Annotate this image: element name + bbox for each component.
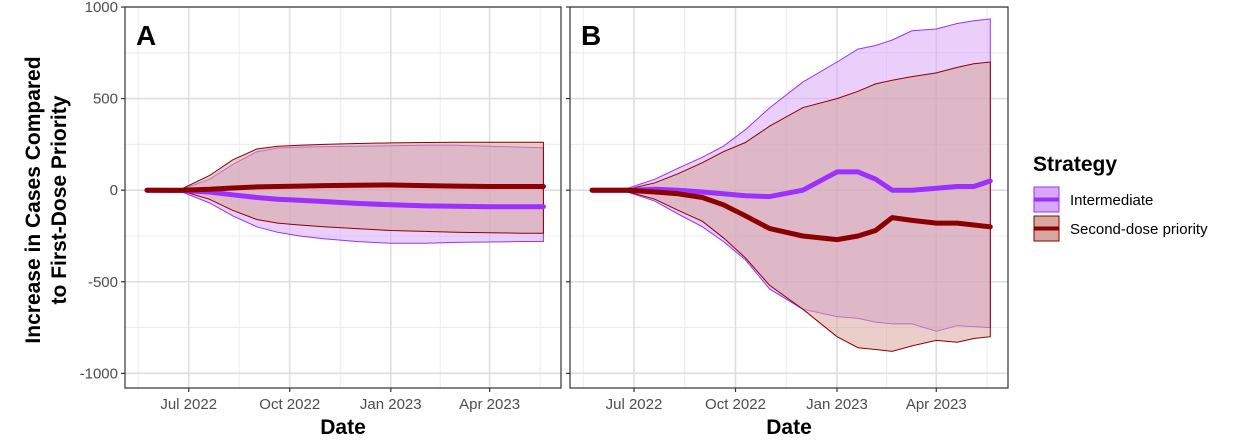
panels: Jul 2022 Oct 2022 Jan 2023 Apr 2023 1000 500 0… [80,0,1009,413]
x-tick-label: Oct 2022 [259,396,320,413]
panel-border-b [569,6,1009,389]
panel-a: Jul 2022 Oct 2022 Jan 2023 Apr 2023 1000 500 0… [80,0,562,413]
line-second-dose-priority-b [589,187,993,243]
x-tick-label: Jul 2022 [606,396,663,413]
panel-label-b: B [581,20,601,51]
legend-label-intermediate: Intermediate [1070,192,1153,209]
line-intermediate-a [144,187,546,210]
y-axis-title-line-1: Increase in Cases Compared [22,56,45,343]
x-tick-label: Apr 2023 [906,396,967,413]
y-tick-label: -500 [88,274,118,291]
y-tick-label: -1000 [80,365,118,382]
x-axis-title-a: Date [320,416,366,439]
panel-border-a [124,6,562,389]
legend-item-intermediate: Intermediate [1033,186,1153,213]
legend: Strategy Intermediate Second-dose priori… [1033,153,1208,242]
y-tick-label: 500 [93,91,118,108]
x-tick-label: Jan 2023 [806,396,868,413]
y-tick-label: 1000 [85,0,118,16]
panel-b: Jul 2022 Oct 2022 Jan 2023 Apr 2023 B [566,6,1009,413]
legend-item-second-dose-priority: Second-dose priority [1033,215,1208,242]
x-axis-title-b: Date [766,416,812,439]
x-tick-label: Jan 2023 [360,396,422,413]
line-intermediate-b [589,169,993,200]
y-axis-title-line-2: to First-Dose Priority [48,95,71,304]
line-second-dose-priority-a [144,182,546,193]
x-tick-label: Apr 2023 [459,396,520,413]
legend-title: Strategy [1033,153,1117,176]
x-tick-label: Oct 2022 [705,396,766,413]
ribbon-second-dose-priority-b [592,61,991,352]
x-tick-label: Jul 2022 [160,396,217,413]
y-tick-label: 0 [110,182,118,199]
panel-label-a: A [136,20,156,51]
y-axis-title: Increase in Cases Compared to First-Dose… [22,56,71,343]
legend-label-second-dose-priority: Second-dose priority [1070,221,1208,238]
